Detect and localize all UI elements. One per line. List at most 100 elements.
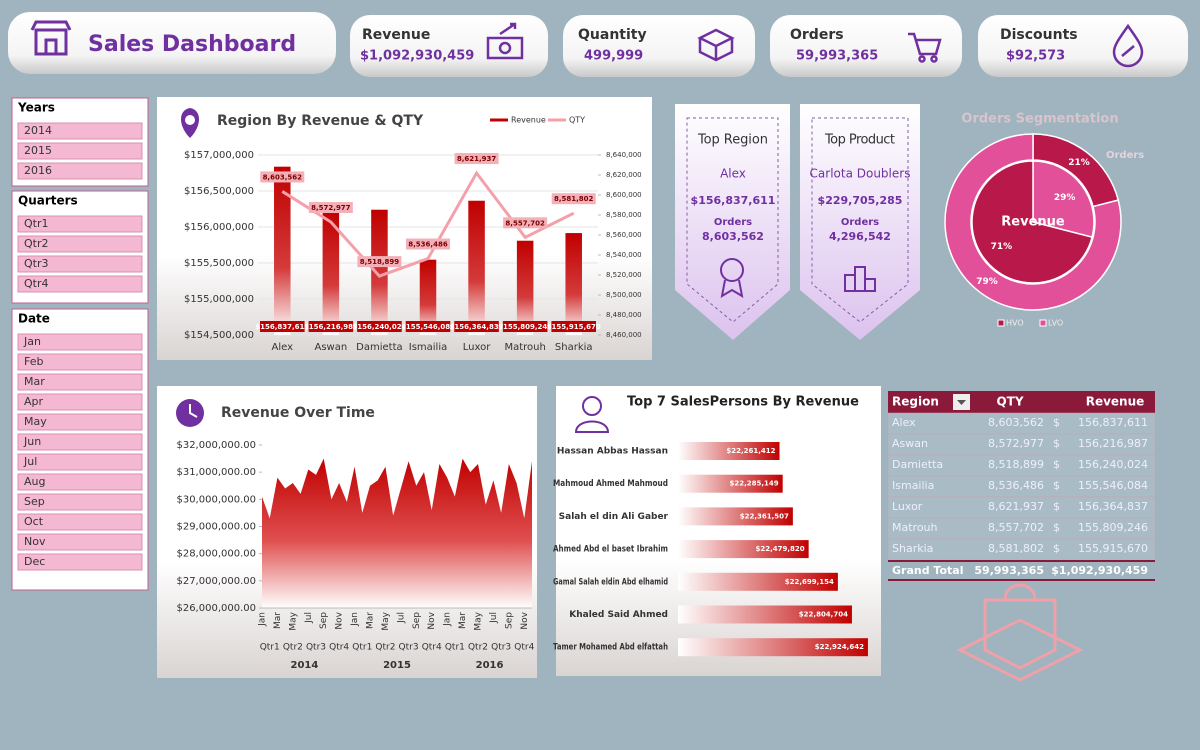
slicer-item-label: Jul	[23, 455, 37, 468]
y2-tick-label: 8,580,000	[606, 211, 642, 219]
donut-value-label: 21%	[1068, 158, 1090, 168]
y-tick-label: $155,500,000	[184, 258, 254, 269]
card-title: Top Product	[824, 133, 895, 148]
slicer-item[interactable]	[17, 142, 143, 160]
value-label-bg	[357, 321, 402, 332]
x-tick-label: Mar	[273, 612, 283, 629]
slicer-item-label: Feb	[24, 355, 43, 368]
card-orders-label: Orders	[714, 217, 752, 228]
slicer-item-label: 2015	[24, 144, 52, 157]
table-cell: 156,364,837	[1078, 500, 1148, 513]
title-card	[8, 12, 336, 74]
table-header: Revenue	[1086, 395, 1145, 409]
kpi-value: $1,092,930,459	[360, 49, 474, 64]
slicer-item[interactable]	[17, 235, 143, 253]
x-tick-label: May	[474, 611, 484, 630]
value-label-bg	[406, 238, 450, 250]
value-label-bg	[551, 321, 596, 332]
legend-label: Revenue	[511, 116, 546, 125]
value-label-bg	[405, 321, 451, 332]
y-tick-label: $157,000,000	[184, 150, 254, 161]
slicer-item[interactable]	[17, 433, 143, 451]
card-orders: 8,603,562	[702, 230, 764, 243]
kpi-label: Orders	[790, 27, 844, 43]
y2-tick-label: 8,560,000	[606, 231, 642, 239]
slicer-item-label: Qtr2	[24, 237, 49, 250]
slicer-item-label: Qtr1	[24, 217, 49, 230]
value-label-bg	[357, 256, 402, 268]
table-cell: 155,546,084	[1078, 479, 1148, 492]
x-tick-label: Jul	[489, 612, 499, 624]
y-tick-label: $29,000,000.00	[176, 522, 256, 533]
slicer-item[interactable]	[17, 533, 143, 551]
table-total: 59,993,365	[974, 564, 1044, 577]
table-cell: $	[1053, 500, 1060, 513]
x-tick-label: Mar	[366, 612, 376, 629]
slicer-item[interactable]	[17, 553, 143, 571]
year-label: 2014	[291, 660, 319, 671]
slicer-item-label: Apr	[24, 395, 44, 408]
x-tick-label: Luxor	[463, 342, 491, 353]
slicer-item[interactable]	[17, 255, 143, 273]
table-cell: Aswan	[892, 437, 928, 450]
x-tick-label: Jan	[258, 612, 268, 627]
slicer-item-label: Oct	[24, 515, 44, 528]
store-icon	[30, 20, 72, 56]
donut-value-label: 79%	[976, 277, 998, 287]
line-value-label: 8,518,899	[360, 258, 400, 266]
bar	[678, 572, 838, 591]
table-cell: $	[1053, 458, 1060, 471]
y-tick-label: $31,000,000.00	[176, 467, 256, 478]
x-tick-label: Jul	[396, 612, 406, 624]
category-label: Ahmed Abd el baset Ibrahim	[553, 545, 668, 555]
table-total: $1,092,930,459	[1051, 564, 1148, 577]
bar	[371, 209, 388, 335]
table-cell: $	[1053, 542, 1060, 555]
slicer-item[interactable]	[17, 453, 143, 471]
chart-title: Top 7 SalesPersons By Revenue	[627, 395, 859, 410]
value-label-bg	[454, 153, 499, 165]
table-cell: Alex	[892, 416, 916, 429]
slicer-item[interactable]	[17, 413, 143, 431]
bar-value-label: $155,915,670	[547, 323, 601, 331]
slicer-item[interactable]	[17, 275, 143, 293]
table-cell: Damietta	[892, 458, 943, 471]
slicer-item[interactable]	[17, 215, 143, 233]
slicer-item[interactable]	[17, 393, 143, 411]
x-tick-label: Nov	[335, 611, 345, 629]
line-value-label: 8,536,486	[408, 241, 448, 249]
slicer-item[interactable]	[17, 473, 143, 491]
table-cell: $	[1053, 437, 1060, 450]
table-cell: Matrouh	[892, 521, 938, 534]
slicer-item[interactable]	[17, 162, 143, 180]
slicer-item[interactable]	[17, 122, 143, 140]
slicer-item[interactable]	[17, 373, 143, 391]
category-label: Khaled Said Ahmed	[569, 610, 668, 620]
line-value-label: 8,581,802	[554, 195, 594, 203]
table-cell: 156,216,987	[1078, 437, 1148, 450]
table-cell: 8,581,802	[988, 542, 1044, 555]
card-name: Carlota Doublers	[810, 167, 911, 181]
slicer-title: Date	[18, 312, 50, 326]
bar-value-label: $22,924,642	[815, 643, 864, 651]
bar-value-label: $155,809,246	[498, 323, 552, 331]
line-value-label: 8,572,977	[311, 204, 351, 212]
slicer-item-label: Jun	[23, 435, 41, 448]
donut-slice	[971, 160, 1093, 284]
bar-value-label: $22,479,820	[755, 545, 804, 553]
slicer-item[interactable]	[17, 353, 143, 371]
bar	[565, 233, 582, 335]
value-label-bg	[454, 321, 499, 332]
value-label-bg	[308, 321, 354, 332]
y-tick-label: $27,000,000.00	[176, 576, 256, 587]
category-label: Gamal Salah eldin Abd elhamid	[553, 577, 668, 587]
kpi-label: Discounts	[1000, 27, 1078, 43]
category-label: Salah el din Ali Gaber	[559, 512, 669, 522]
slicer-item[interactable]	[17, 513, 143, 531]
slicer-item[interactable]	[17, 493, 143, 511]
slicer-item-label: Sep	[24, 495, 45, 508]
kpi-value: 499,999	[584, 49, 643, 64]
card-title: Top Region	[697, 133, 768, 148]
slicer-item[interactable]	[17, 333, 143, 351]
